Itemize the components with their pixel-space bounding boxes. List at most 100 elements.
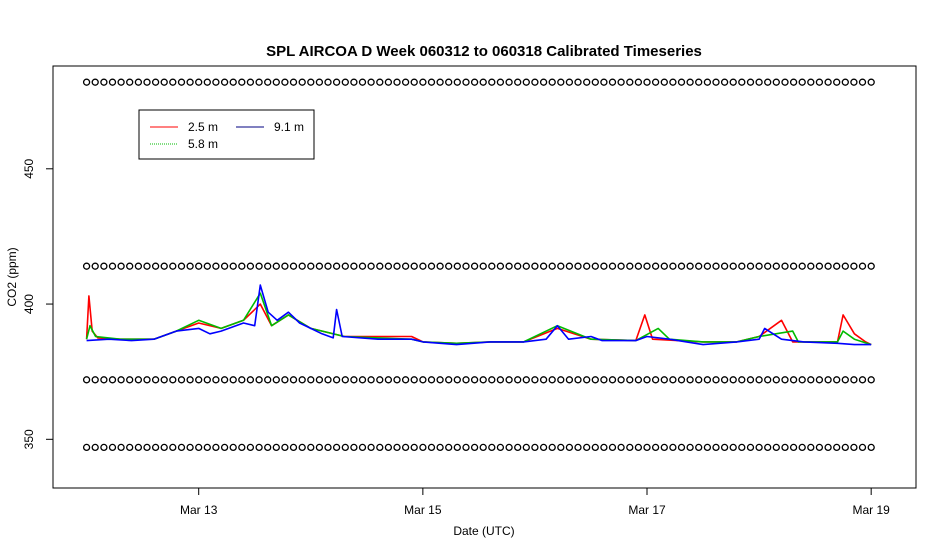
marker-r0-77 <box>746 78 755 86</box>
marker-r2-8 <box>151 376 160 384</box>
marker-r3-84 <box>807 443 815 452</box>
marker-r1-13 <box>195 262 203 270</box>
marker-r0-54 <box>548 78 556 86</box>
marker-r1-43 <box>453 262 461 270</box>
marker-r3-82 <box>789 443 798 452</box>
marker-r3-16 <box>220 443 229 452</box>
marker-r0-71 <box>695 78 703 86</box>
marker-r3-1 <box>91 443 99 452</box>
marker-r1-12 <box>186 262 194 270</box>
marker-r0-70 <box>686 78 694 86</box>
marker-r1-50 <box>514 262 522 270</box>
marker-r0-49 <box>505 78 513 86</box>
marker-r0-8 <box>151 78 160 86</box>
marker-r0-0 <box>82 78 91 86</box>
marker-r0-26 <box>307 78 315 86</box>
marker-r3-33 <box>367 443 375 452</box>
marker-r3-27 <box>315 443 324 452</box>
marker-r3-35 <box>384 443 393 452</box>
marker-r0-64 <box>634 78 643 86</box>
marker-r1-83 <box>798 262 806 270</box>
marker-r1-17 <box>229 262 237 270</box>
marker-r1-39 <box>419 262 427 270</box>
marker-r0-65 <box>643 78 651 86</box>
marker-r0-87 <box>833 78 841 86</box>
marker-r3-83 <box>798 443 806 452</box>
marker-r2-45 <box>470 376 479 384</box>
marker-r3-3 <box>108 443 117 452</box>
marker-r2-49 <box>505 376 513 384</box>
marker-r0-74 <box>720 78 729 86</box>
marker-r0-85 <box>815 78 824 86</box>
marker-r1-88 <box>841 262 849 270</box>
marker-r1-62 <box>617 262 625 270</box>
marker-r0-67 <box>660 78 668 86</box>
marker-r3-24 <box>289 443 298 452</box>
marker-r1-3 <box>108 262 117 270</box>
marker-r0-86 <box>824 78 832 86</box>
marker-r2-32 <box>358 376 367 384</box>
marker-r1-67 <box>660 262 668 270</box>
marker-r0-62 <box>617 78 625 86</box>
marker-r3-76 <box>738 443 746 452</box>
marker-r1-10 <box>169 262 177 270</box>
marker-r2-2 <box>100 376 108 384</box>
marker-r2-89 <box>850 376 858 384</box>
marker-r3-72 <box>703 443 712 452</box>
marker-r1-14 <box>203 262 211 270</box>
marker-r0-75 <box>729 78 737 86</box>
marker-r2-35 <box>384 376 393 384</box>
marker-r0-45 <box>470 78 479 86</box>
marker-r2-51 <box>522 376 530 384</box>
marker-r0-15 <box>212 78 220 86</box>
y-tick-label-0: 350 <box>22 429 36 449</box>
marker-r0-24 <box>289 78 298 86</box>
marker-r1-70 <box>686 262 694 270</box>
marker-r2-23 <box>281 376 289 384</box>
marker-r0-84 <box>807 78 815 86</box>
marker-r1-2 <box>100 262 108 270</box>
marker-rows <box>82 78 875 452</box>
marker-r0-52 <box>531 78 539 86</box>
marker-r3-28 <box>324 443 332 452</box>
marker-r1-0 <box>82 262 91 270</box>
marker-r1-19 <box>246 262 255 270</box>
marker-r1-24 <box>289 262 298 270</box>
marker-r2-3 <box>108 376 117 384</box>
marker-r0-29 <box>332 78 341 86</box>
marker-r0-83 <box>798 78 806 86</box>
marker-r0-78 <box>755 78 763 86</box>
marker-r2-29 <box>332 376 341 384</box>
x-tick-label-3: Mar 19 <box>852 503 890 517</box>
marker-r2-65 <box>643 376 651 384</box>
marker-r3-46 <box>479 443 487 452</box>
marker-r1-44 <box>462 262 470 270</box>
marker-r2-64 <box>634 376 643 384</box>
marker-r0-61 <box>608 78 617 86</box>
marker-r2-56 <box>565 376 574 384</box>
legend-label-9-1m: 9.1 m <box>274 120 304 134</box>
marker-r3-67 <box>660 443 668 452</box>
marker-r0-38 <box>410 78 418 86</box>
marker-r1-61 <box>608 262 617 270</box>
marker-r0-11 <box>177 78 186 86</box>
marker-r3-66 <box>651 443 660 452</box>
marker-r2-82 <box>789 376 798 384</box>
marker-r2-13 <box>195 376 203 384</box>
marker-r1-89 <box>850 262 858 270</box>
marker-r3-38 <box>410 443 418 452</box>
marker-r2-60 <box>600 376 608 384</box>
marker-r3-18 <box>238 443 246 452</box>
marker-r3-54 <box>548 443 556 452</box>
marker-r1-35 <box>384 262 393 270</box>
marker-r2-75 <box>729 376 737 384</box>
marker-r2-17 <box>229 376 237 384</box>
marker-r1-56 <box>565 262 574 270</box>
marker-r0-25 <box>298 78 306 86</box>
marker-r3-85 <box>815 443 824 452</box>
marker-r0-17 <box>229 78 237 86</box>
marker-r1-46 <box>479 262 487 270</box>
marker-r2-54 <box>548 376 556 384</box>
marker-r0-22 <box>272 78 280 86</box>
marker-r2-39 <box>419 376 427 384</box>
